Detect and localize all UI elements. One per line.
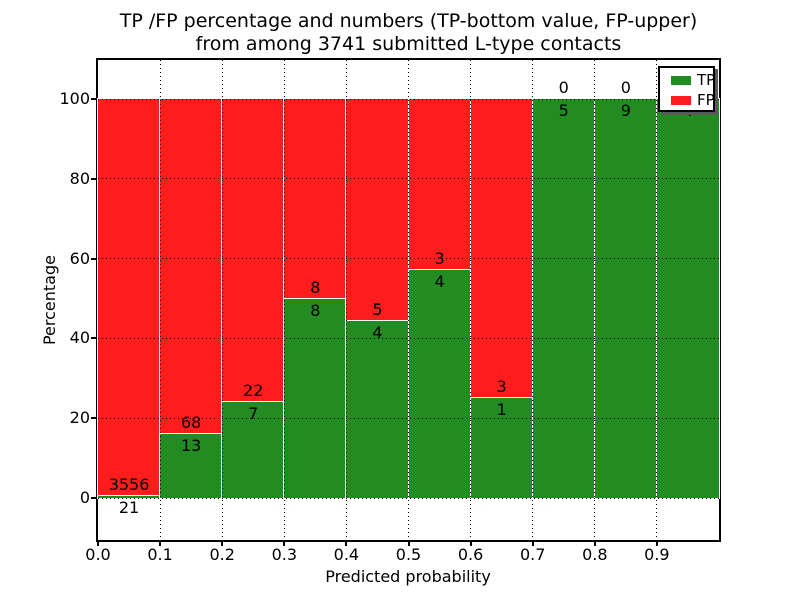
- fp-count-label: 3: [496, 377, 507, 397]
- y-axis-label: Percentage: [40, 255, 59, 346]
- v-gridline: [594, 60, 596, 540]
- tp-count-label: 9: [620, 101, 631, 120]
- v-gridline: [159, 60, 161, 540]
- bar-segment-fp: [283, 98, 348, 300]
- bar-segment-tp: [407, 269, 472, 499]
- fp-count-label: 0: [620, 78, 631, 97]
- tp-count-label: 21: [118, 497, 140, 517]
- x-tick-mark: [221, 540, 224, 546]
- bar-segment-tp: [96, 494, 162, 500]
- y-tick-label: 80: [69, 168, 90, 188]
- y-tick-label: 100: [59, 89, 90, 108]
- bar-segment-tp: [531, 98, 596, 499]
- plot-inner: 355621681322788543431050904: [96, 60, 720, 540]
- bar-segment-fp: [469, 97, 534, 400]
- legend-label-fp: FP: [697, 91, 715, 109]
- x-tick-mark: [593, 540, 596, 546]
- tp-swatch-icon: [671, 76, 691, 85]
- bar-segment-fp: [407, 98, 472, 271]
- x-axis-label: Predicted probability: [325, 567, 491, 586]
- x-tick-mark: [655, 540, 658, 546]
- x-tick-mark: [159, 540, 162, 546]
- chart-title: TP /FP percentage and numbers (TP-bottom…: [119, 10, 698, 55]
- v-gridline: [408, 60, 409, 540]
- v-gridline: [532, 60, 534, 540]
- bar-segment-fp: [345, 98, 410, 322]
- x-tick-label: 0.0: [85, 545, 111, 564]
- legend-entry-fp: FP: [671, 92, 715, 109]
- legend: TP FP: [658, 66, 715, 112]
- y-tick-label: 40: [69, 328, 90, 348]
- x-tick-label: 0.9: [644, 545, 670, 564]
- bar-segment-fp: [221, 98, 286, 403]
- v-gridline: [221, 60, 223, 540]
- fp-swatch-icon: [671, 96, 691, 105]
- x-tick-label: 0.2: [209, 545, 235, 564]
- y-tick-mark: [91, 337, 97, 340]
- bar-segment-tp: [283, 297, 348, 499]
- tp-count-label: 8: [310, 300, 321, 320]
- tp-count-label: 5: [558, 101, 569, 120]
- x-tick-label: 0.8: [582, 545, 608, 564]
- fp-count-label: 3556: [108, 474, 150, 494]
- x-tick-mark: [407, 540, 410, 546]
- bar-segment-tp: [345, 319, 410, 499]
- fp-count-label: 8: [310, 277, 321, 297]
- v-gridline: [656, 60, 658, 540]
- y-tick-label: 0: [79, 488, 90, 507]
- y-tick-label: 60: [69, 248, 90, 268]
- tp-count-label: 4: [372, 322, 383, 342]
- fp-count-label: 5: [372, 299, 383, 319]
- tp-count-label: 13: [180, 435, 202, 455]
- x-tick-mark: [531, 540, 534, 546]
- v-gridline: [345, 60, 347, 540]
- bar-segment-fp: [96, 98, 162, 497]
- fp-count-label: 3: [434, 249, 445, 268]
- fp-count-label: 68: [180, 412, 202, 432]
- x-tick-label: 0.6: [457, 545, 484, 564]
- y-tick-mark: [91, 177, 97, 180]
- tp-count-label: 4: [434, 272, 445, 291]
- tp-count-label: 1: [496, 400, 507, 420]
- bar-segment-tp: [469, 397, 534, 499]
- bar-segment-tp: [159, 432, 224, 499]
- x-tick-label: 0.3: [271, 545, 298, 564]
- y-tick-label: 20: [69, 408, 90, 428]
- x-tick-mark: [469, 540, 472, 546]
- bar-segment-fp: [159, 98, 224, 435]
- x-tick-mark: [283, 540, 286, 546]
- tp-count-label: 7: [248, 403, 259, 423]
- x-tick-label: 0.1: [147, 545, 173, 564]
- y-tick-mark: [91, 417, 97, 420]
- bar-segment-tp: [655, 98, 720, 499]
- x-tick-mark: [345, 540, 348, 546]
- v-gridline: [470, 60, 472, 540]
- plot-area: 355621681322788543431050904: [96, 58, 721, 542]
- x-tick-label: 0.5: [395, 545, 422, 564]
- y-tick-mark: [91, 98, 97, 100]
- legend-entry-tp: TP: [671, 72, 715, 89]
- fp-count-label: 22: [243, 380, 264, 400]
- x-tick-label: 0.4: [333, 545, 360, 564]
- y-tick-mark: [91, 257, 97, 260]
- x-tick-mark: [97, 540, 99, 546]
- y-tick-mark: [91, 497, 97, 499]
- bar-segment-tp: [593, 98, 658, 499]
- legend-label-tp: TP: [697, 71, 716, 89]
- fp-count-label: 0: [558, 78, 569, 97]
- v-gridline: [283, 60, 285, 540]
- x-tick-label: 0.7: [519, 545, 546, 564]
